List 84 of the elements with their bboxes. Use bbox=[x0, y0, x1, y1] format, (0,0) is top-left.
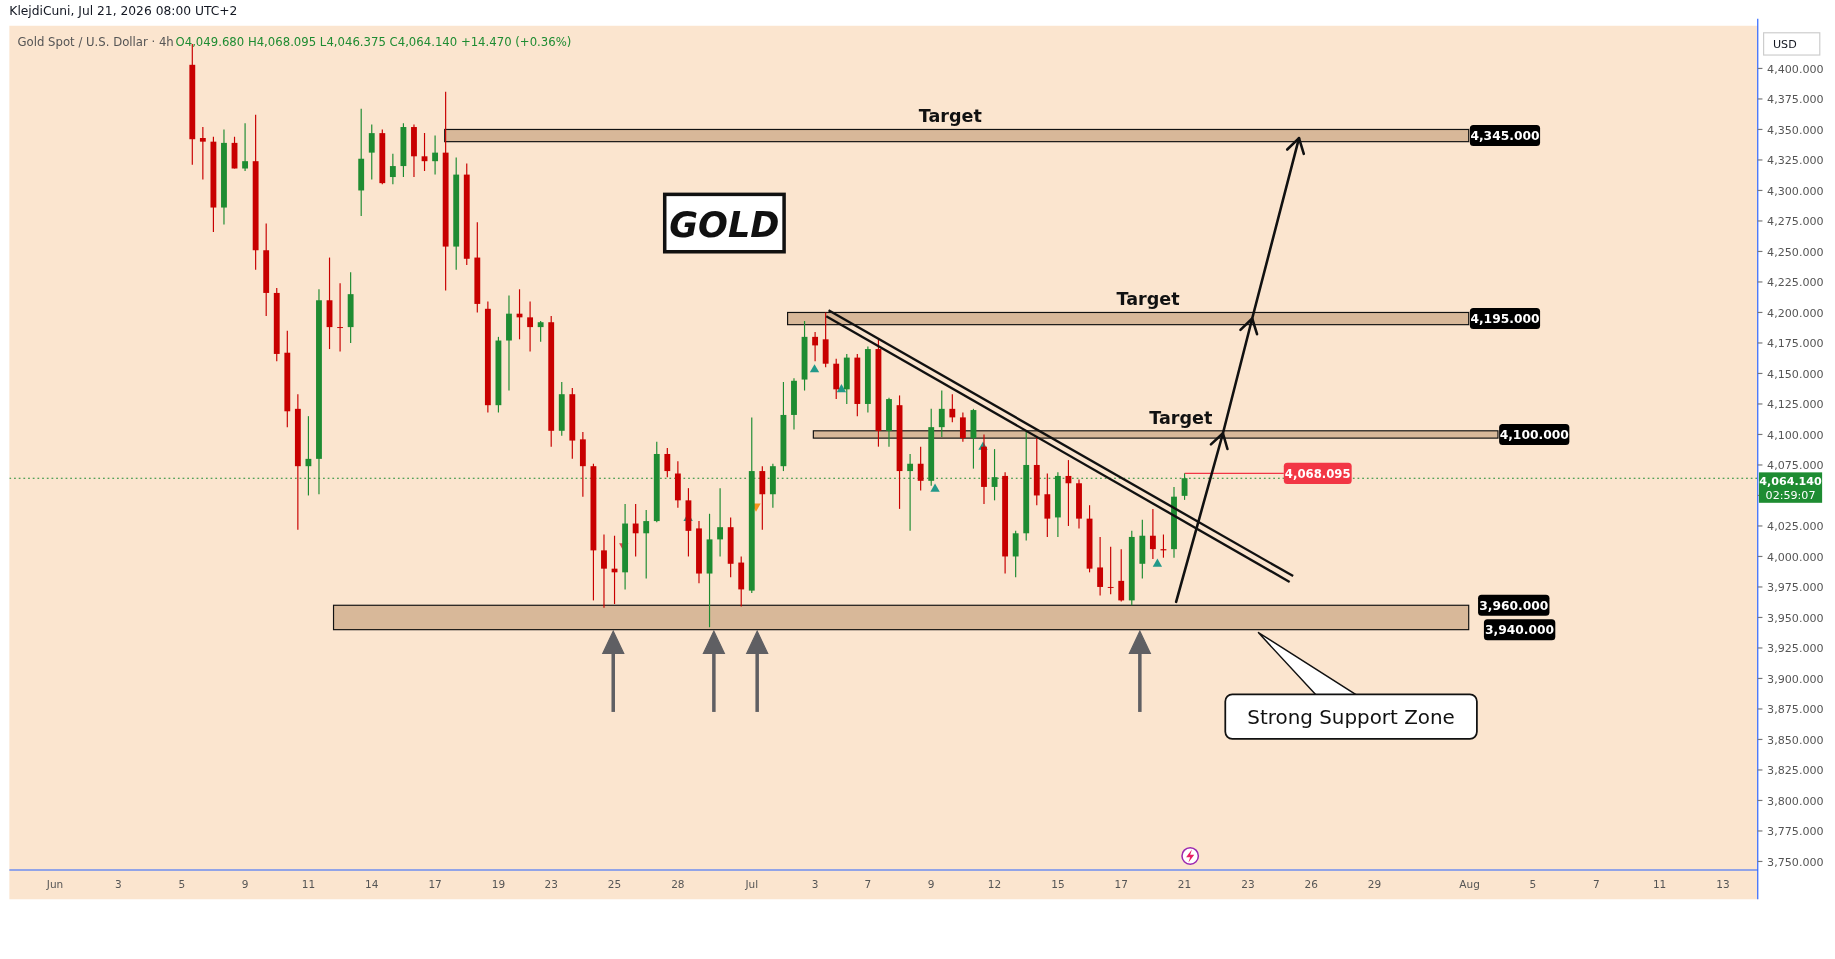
x-tick-label: 5 bbox=[178, 877, 186, 890]
candlestick bbox=[643, 509, 650, 580]
x-tick-label: 14 bbox=[365, 877, 379, 890]
candlestick bbox=[632, 503, 639, 558]
y-tick-label: 3,825.000 bbox=[1767, 764, 1824, 778]
y-tick-label: 3,950.000 bbox=[1767, 611, 1824, 625]
annotation: GOLD bbox=[669, 203, 780, 245]
x-tick-label: 28 bbox=[671, 877, 685, 890]
text: Gold Spot / U.S. Dollar · 4h bbox=[17, 34, 174, 49]
chart-subtitle: KlejdiCuni, Jul 21, 2026 08:00 UTC+2 bbox=[9, 4, 238, 19]
band-label: 4,195.000 bbox=[1470, 312, 1540, 327]
y-tick-label: 4,100.000 bbox=[1767, 428, 1824, 442]
y-tick-label: 4,350.000 bbox=[1767, 123, 1824, 137]
y-axis-title: USD bbox=[1772, 38, 1797, 52]
y-tick-label: 3,925.000 bbox=[1767, 642, 1824, 656]
x-tick-label: 3 bbox=[811, 877, 819, 890]
annotation: 3,960.000 bbox=[1479, 598, 1549, 613]
y-tick-label: 3,900.000 bbox=[1767, 672, 1824, 686]
x-tick-label: Jul bbox=[744, 877, 759, 890]
candlestick bbox=[759, 465, 766, 531]
x-tick-label: 26 bbox=[1304, 877, 1319, 890]
candlestick bbox=[199, 126, 206, 181]
x-tick-label: 9 bbox=[241, 877, 249, 890]
y-tick-label: 3,775.000 bbox=[1767, 825, 1824, 839]
ref-line-label: 4,068.095 bbox=[1284, 467, 1351, 482]
y-tick-label: 4,000.000 bbox=[1767, 550, 1824, 564]
x-tick-label: 12 bbox=[987, 877, 1002, 890]
candlestick bbox=[242, 122, 249, 172]
y-tick-label: 3,850.000 bbox=[1767, 733, 1824, 747]
candlestick bbox=[389, 153, 396, 185]
x-tick-label: 5 bbox=[1529, 877, 1537, 890]
x-tick-label: 13 bbox=[1716, 877, 1730, 890]
x-tick-label: 9 bbox=[927, 877, 935, 890]
x-tick-label: 7 bbox=[864, 877, 872, 890]
x-tick-label: 23 bbox=[1241, 877, 1255, 890]
candlestick bbox=[717, 487, 724, 558]
y-tick-label: 4,075.000 bbox=[1767, 459, 1824, 473]
candlestick bbox=[664, 447, 671, 478]
candlestick bbox=[368, 123, 375, 181]
candlestick bbox=[601, 533, 607, 609]
x-tick-label: Jun bbox=[45, 877, 64, 890]
y-tick-label: 4,275.000 bbox=[1767, 215, 1824, 229]
band-label: 4,100.000 bbox=[1499, 428, 1569, 443]
x-tick-label: 3 bbox=[115, 877, 122, 890]
annotation: 3,940.000 bbox=[1485, 623, 1555, 638]
y-tick-label: 4,400.000 bbox=[1767, 62, 1824, 76]
y-tick-label: 3,750.000 bbox=[1767, 855, 1824, 869]
x-tick-label: 11 bbox=[301, 877, 316, 890]
y-tick-label: 4,125.000 bbox=[1767, 398, 1824, 412]
candlestick bbox=[432, 134, 439, 176]
y-tick-label: 3,975.000 bbox=[1767, 581, 1824, 595]
y-tick-label: 4,150.000 bbox=[1767, 367, 1824, 381]
x-tick-label: 29 bbox=[1367, 877, 1382, 890]
candlestick bbox=[812, 331, 819, 362]
y-tick-label: 4,300.000 bbox=[1767, 184, 1824, 198]
text: 02:59:07 bbox=[1765, 489, 1816, 503]
y-tick-label: 4,175.000 bbox=[1767, 337, 1824, 351]
x-tick-label: 17 bbox=[428, 877, 442, 890]
x-tick-label: 21 bbox=[1177, 877, 1192, 890]
candlestick bbox=[527, 300, 534, 353]
y-tick-label: 4,250.000 bbox=[1767, 245, 1824, 259]
annotation: O4,049.680 H4,068.095 L4,046.375 C4,064.140 +14.470 (+0.36%) bbox=[175, 34, 572, 49]
x-tick-label: Aug bbox=[1459, 877, 1480, 890]
x-tick-label: 19 bbox=[491, 877, 506, 890]
x-tick-label: 17 bbox=[1114, 877, 1128, 890]
x-tick-label: 25 bbox=[607, 877, 622, 890]
y-tick-label: 4,225.000 bbox=[1767, 276, 1824, 290]
y-tick-label: 4,025.000 bbox=[1767, 520, 1824, 534]
y-tick-label: 4,200.000 bbox=[1767, 306, 1824, 320]
y-tick-label: 4,375.000 bbox=[1767, 93, 1824, 107]
y-tick-label: 4,325.000 bbox=[1767, 154, 1824, 168]
candlestick bbox=[537, 320, 544, 343]
annotation: Target bbox=[1116, 289, 1180, 310]
annotation: Strong Support Zone bbox=[1247, 705, 1455, 729]
y-tick-label: 3,800.000 bbox=[1767, 794, 1824, 808]
x-tick-label: 11 bbox=[1652, 877, 1667, 890]
x-tick-label: 15 bbox=[1051, 877, 1065, 890]
x-tick-label: 7 bbox=[1592, 877, 1600, 890]
y-tick-label: 3,875.000 bbox=[1767, 703, 1824, 717]
candlestick bbox=[337, 282, 344, 353]
band-label: 4,345.000 bbox=[1470, 129, 1540, 144]
x-tick-label: 23 bbox=[544, 877, 558, 890]
ref-line-label: 4,064.140 bbox=[1759, 475, 1823, 489]
annotation: Target bbox=[918, 106, 982, 127]
